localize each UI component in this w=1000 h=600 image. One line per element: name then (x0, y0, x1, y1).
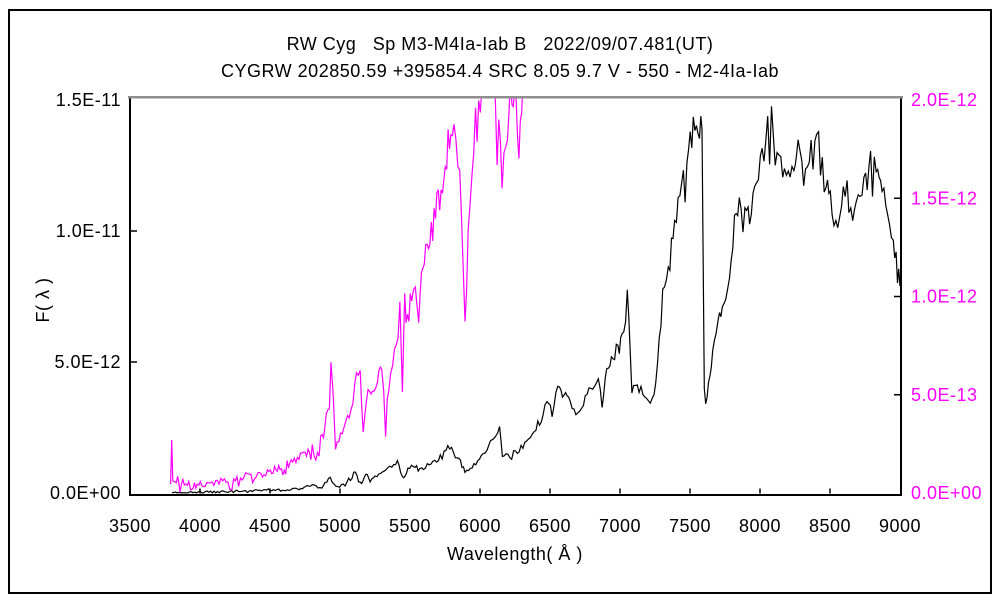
y-axis-label: F( λ ) (33, 277, 53, 323)
x-tick-label: 7000 (599, 516, 641, 536)
plot-border-left (129, 97, 131, 496)
y-right-tick-label: 0.0E+00 (911, 483, 982, 503)
x-tick-label: 7500 (669, 516, 711, 536)
x-tick-label: 5000 (319, 516, 361, 536)
figure-border (8, 9, 992, 594)
x-tick-label: 6500 (529, 516, 571, 536)
x-tick-label: 3500 (109, 516, 151, 536)
x-tick-label: 9000 (879, 516, 921, 536)
x-axis-label: Wavelength( Å ) (447, 544, 583, 564)
y-left-tick-label: 0.0E+00 (50, 483, 121, 503)
plot-border-top (128, 96, 903, 99)
comparison-spectrum-magenta (170, 98, 523, 493)
y-left-tick-label: 1.5E-11 (56, 90, 121, 110)
x-tick-label: 6000 (459, 516, 501, 536)
x-tick-label: 4500 (249, 516, 291, 536)
y-left-tick-label: 1.0E-11 (56, 221, 121, 241)
y-right-tick-label: 2.0E-12 (911, 90, 978, 110)
x-tick-label: 8000 (739, 516, 781, 536)
chart-subtitle: CYGRW 202850.59 +395854.4 SRC 8.05 9.7 V… (221, 61, 779, 81)
target-spectrum-black (171, 106, 901, 494)
x-tick-label: 5500 (389, 516, 431, 536)
plot-border-right (900, 97, 902, 496)
chart-title: RW Cyg Sp M3-M4Ia-Iab B 2022/09/07.481(U… (286, 34, 714, 54)
y-left-tick-label: 5.0E-12 (54, 352, 121, 372)
y-right-tick-label: 1.0E-12 (911, 287, 978, 307)
y-right-tick-label: 1.5E-12 (911, 188, 978, 208)
x-tick-label: 4000 (179, 516, 221, 536)
x-tick-label: 8500 (809, 516, 851, 536)
plot-border-bottom (129, 494, 902, 496)
y-right-tick-label: 5.0E-13 (911, 385, 978, 405)
